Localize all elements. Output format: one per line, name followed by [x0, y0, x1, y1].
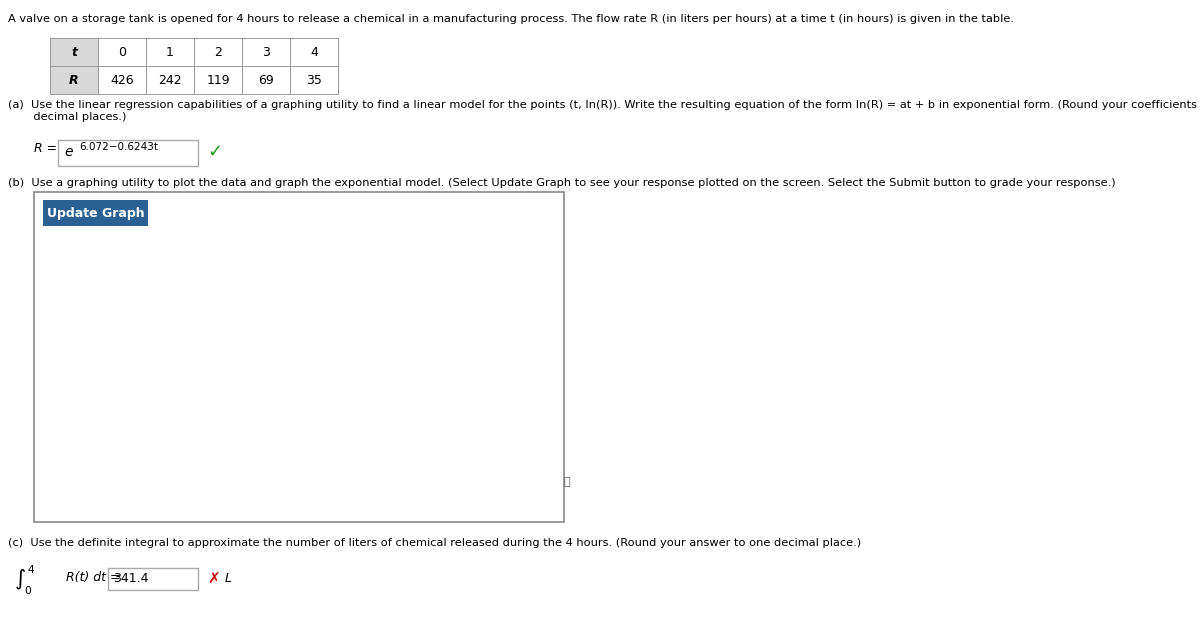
- Text: R: R: [142, 231, 150, 244]
- Text: 242: 242: [158, 73, 182, 86]
- Text: $\int_0^4$: $\int_0^4$: [14, 564, 36, 597]
- Text: 0: 0: [118, 46, 126, 59]
- Text: (c)  Use the definite integral to approximate the number of liters of chemical r: (c) Use the definite integral to approxi…: [8, 538, 862, 548]
- Text: 4: 4: [310, 46, 318, 59]
- Text: 1: 1: [166, 46, 174, 59]
- Text: 3: 3: [262, 46, 270, 59]
- Text: R(t) dt =: R(t) dt =: [66, 571, 120, 585]
- Text: ✗: ✗: [208, 571, 221, 587]
- Text: 341.4: 341.4: [113, 573, 149, 585]
- Text: ⓘ: ⓘ: [563, 477, 570, 487]
- Text: 426: 426: [110, 73, 134, 86]
- Point: [332, 417, 352, 427]
- Text: t: t: [545, 498, 550, 511]
- Text: ✓: ✓: [208, 143, 223, 161]
- Text: Update Graph: Update Graph: [47, 207, 144, 220]
- Text: (a)  Use the linear regression capabilities of a graphing utility to find a line: (a) Use the linear regression capabiliti…: [8, 100, 1200, 122]
- Text: 119: 119: [206, 73, 230, 86]
- Point: [496, 461, 515, 471]
- Text: A valve on a storage tank is opened for 4 hours to release a chemical in a manuf: A valve on a storage tank is opened for …: [8, 14, 1014, 24]
- Text: 69: 69: [258, 73, 274, 86]
- Text: R: R: [70, 73, 79, 86]
- Point: [250, 352, 269, 363]
- Text: L: L: [224, 573, 232, 585]
- Text: t: t: [71, 46, 77, 59]
- Text: 6.072−0.6243t: 6.072−0.6243t: [79, 142, 158, 152]
- Text: R =: R =: [34, 142, 61, 155]
- Text: 35: 35: [306, 73, 322, 86]
- Text: e: e: [64, 145, 72, 159]
- Point: [414, 443, 433, 453]
- Text: (b)  Use a graphing utility to plot the data and graph the exponential model. (S: (b) Use a graphing utility to plot the d…: [8, 178, 1116, 188]
- Text: 2: 2: [214, 46, 222, 59]
